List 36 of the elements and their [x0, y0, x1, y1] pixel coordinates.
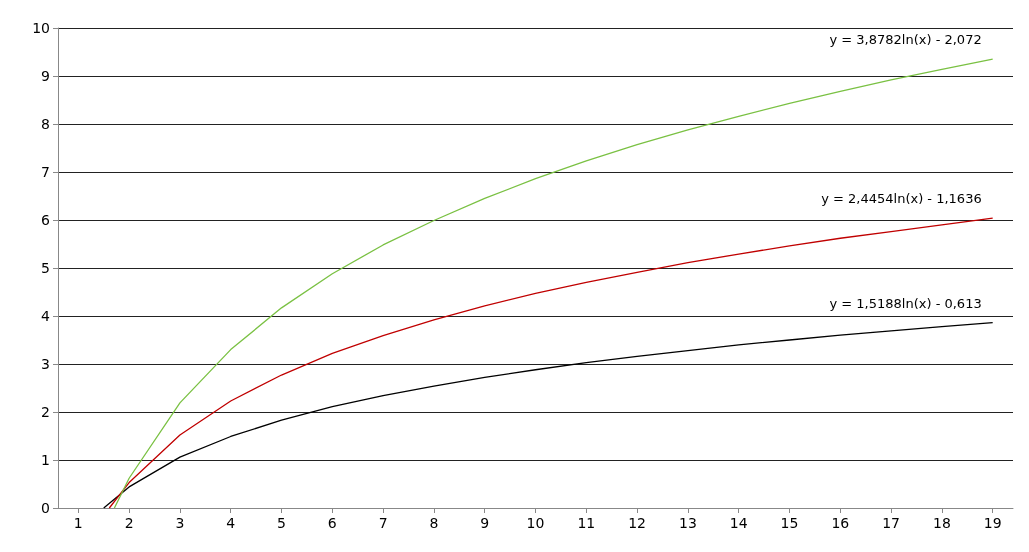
y-tick-label: 5 [41, 260, 50, 276]
x-tick-label: 6 [327, 515, 337, 531]
y-tick-label: 2 [41, 404, 50, 420]
annotation: y = 1,5188ln(x) - 0,613 [829, 295, 982, 311]
annotation: y = 2,4454ln(x) - 1,1636 [821, 191, 982, 207]
x-tick-label: 5 [277, 515, 286, 531]
y-tick-label: 1 [41, 452, 50, 468]
y-tick-label: 4 [41, 308, 51, 324]
x-tick-label: 11 [577, 515, 596, 531]
y-tick-label: 8 [41, 116, 50, 132]
x-tick-label: 9 [480, 515, 490, 531]
y-tick-label: 6 [41, 212, 51, 228]
line-series [108, 217, 994, 509]
annotation: y = 3,8782ln(x) - 2,072 [829, 32, 982, 48]
x-tick-label: 14 [729, 515, 748, 531]
x-tick-label: 4 [226, 515, 236, 531]
y-tick-label: 3 [41, 356, 50, 372]
x-tick-label: 10 [526, 515, 545, 531]
x-tick-label: 16 [831, 515, 850, 531]
x-tick-label: 17 [882, 515, 900, 531]
x-tick-label: 12 [628, 515, 647, 531]
x-tick-label: 7 [378, 515, 388, 531]
x-tick-label: 18 [932, 515, 951, 531]
y-tick-label: 7 [41, 164, 50, 180]
x-tick-label: 19 [983, 515, 1002, 531]
x-tick-label: 1 [73, 515, 83, 531]
x-tick-label: 2 [124, 515, 134, 531]
y-tick-label: 9 [41, 68, 50, 84]
x-tick-label: 13 [678, 515, 697, 531]
x-tick-label: 15 [780, 515, 799, 531]
y-tick-label: 0 [41, 500, 50, 516]
x-tick-label: 3 [175, 515, 185, 531]
line-series [103, 322, 994, 509]
y-tick-label: 10 [32, 20, 50, 36]
line-series [113, 58, 994, 509]
x-tick-label: 8 [429, 515, 439, 531]
